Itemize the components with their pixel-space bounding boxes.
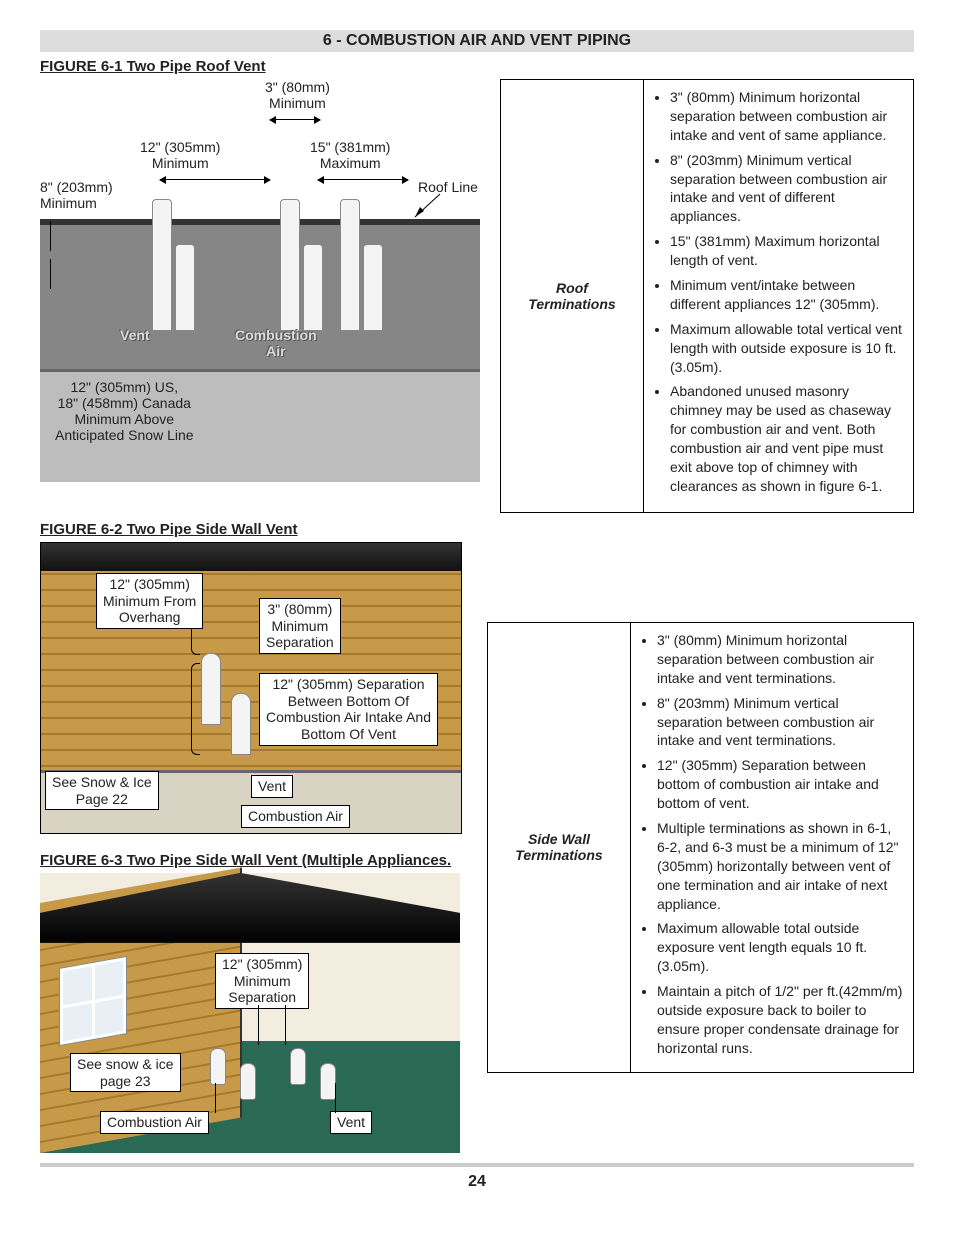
figure-6-2-title: FIGURE 6-2 Two Pipe Side Wall Vent — [40, 521, 914, 538]
fig63-ca: Combustion Air — [100, 1111, 209, 1134]
figure-6-1-title: FIGURE 6-1 Two Pipe Roof Vent — [40, 58, 914, 75]
fig61-label-vert-min: 8" (203mm)Minimum — [40, 179, 113, 211]
figure-6-1: 3" (80mm)Minimum 12" (305mm)Minimum 15" … — [40, 79, 480, 511]
table-roof-terminations: RoofTerminations 3" (80mm) Minimum horiz… — [500, 79, 914, 511]
fig62-sep: 3" (80mm)MinimumSeparation — [259, 598, 341, 654]
fig62-vent: Vent — [251, 775, 293, 798]
figure-6-3: 12" (305mm)MinimumSeparation See snow & … — [40, 873, 460, 1153]
fig63-sep: 12" (305mm)MinimumSeparation — [215, 953, 309, 1009]
figure-6-3-title: FIGURE 6-3 Two Pipe Side Wall Vent (Mult… — [40, 852, 467, 869]
table1-bullet: 15" (381mm) Maximum horizontal length of… — [670, 232, 903, 270]
fig62-ca: Combustion Air — [241, 805, 350, 828]
table2-bullet: 12" (305mm) Separation between bottom of… — [657, 756, 903, 813]
figure-6-2-and-3: 12" (305mm)Minimum FromOverhang 3" (80mm… — [40, 542, 467, 1153]
fig62-between: 12" (305mm) SeparationBetween Bottom OfC… — [259, 673, 438, 746]
fig61-ca-label: CombustionAir — [235, 327, 317, 359]
table1-bullet: Abandoned unused masonry chimney may be … — [670, 382, 903, 495]
table2-bullet: Maximum allowable total outside exposure… — [657, 919, 903, 976]
fig61-snow-label: 12" (305mm) US,18" (458mm) CanadaMinimum… — [55, 379, 194, 443]
fig63-vent: Vent — [330, 1111, 372, 1134]
table-sidewall-terminations: Side WallTerminations 3" (80mm) Minimum … — [487, 542, 914, 1153]
table2-bullet: Multiple terminations as shown in 6-1, 6… — [657, 819, 903, 913]
fig61-vent-label: Vent — [120, 327, 150, 343]
fig62-overhang: 12" (305mm)Minimum FromOverhang — [96, 573, 203, 629]
fig61-label-right-max: 15" (381mm)Maximum — [310, 139, 390, 171]
figure-6-2: 12" (305mm)Minimum FromOverhang 3" (80mm… — [40, 542, 462, 834]
table2-list: 3" (80mm) Minimum horizontal separation … — [641, 631, 903, 1058]
fig61-label-top-min: 3" (80mm)Minimum — [265, 79, 330, 111]
table1-bullet: 8" (203mm) Minimum vertical separation b… — [670, 151, 903, 227]
fig62-snow: See Snow & IcePage 22 — [45, 771, 159, 811]
table2-heading: Side WallTerminations — [488, 623, 631, 1072]
page-number: 24 — [40, 1167, 914, 1211]
row-fig61: 3" (80mm)Minimum 12" (305mm)Minimum 15" … — [40, 79, 914, 511]
table1-bullet: Minimum vent/intake between different ap… — [670, 276, 903, 314]
fig61-label-left-min: 12" (305mm)Minimum — [140, 139, 220, 171]
table1-list: 3" (80mm) Minimum horizontal separation … — [654, 88, 903, 496]
table2-bullet: Maintain a pitch of 1/2" per ft.(42mm/m)… — [657, 982, 903, 1058]
table1-bullet: 3" (80mm) Minimum horizontal separation … — [670, 88, 903, 145]
table1-heading: RoofTerminations — [501, 80, 644, 512]
table2-bullet: 3" (80mm) Minimum horizontal separation … — [657, 631, 903, 688]
fig63-snow: See snow & icepage 23 — [70, 1053, 181, 1093]
row-fig62: 12" (305mm)Minimum FromOverhang 3" (80mm… — [40, 542, 914, 1153]
page: 6 - COMBUSTION AIR AND VENT PIPING FIGUR… — [0, 0, 954, 1221]
section-title: 6 - COMBUSTION AIR AND VENT PIPING — [40, 30, 914, 52]
table2-bullet: 8" (203mm) Minimum vertical separation b… — [657, 694, 903, 751]
table1-bullet: Maximum allowable total vertical vent le… — [670, 320, 903, 377]
